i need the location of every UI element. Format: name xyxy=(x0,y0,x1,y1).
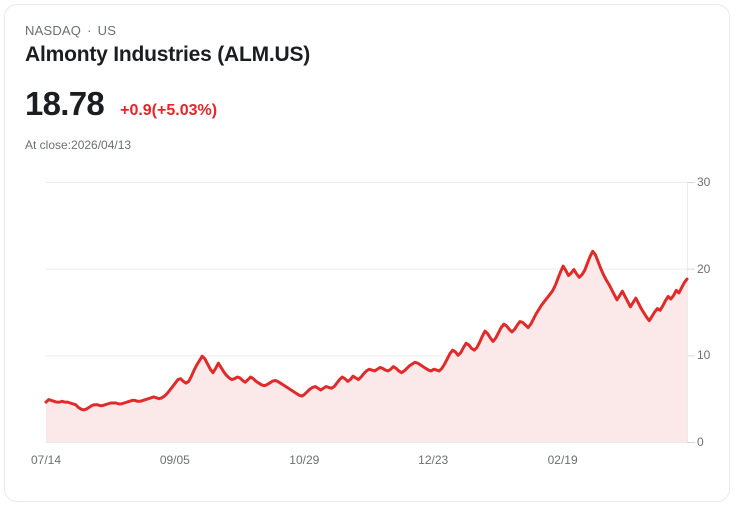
price-area-fill xyxy=(46,251,687,442)
x-axis-label: 07/14 xyxy=(30,453,62,467)
x-axis-label: 09/05 xyxy=(159,453,190,467)
quote-header: NASDAQ · US Almonty Industries (ALM.US) 18… xyxy=(25,23,625,153)
chart-gridlines xyxy=(46,182,695,443)
price-change: +0.9(+5.03%) xyxy=(120,102,218,119)
price-chart[interactable]: 0 10 20 30 07/14 09/05 10/29 12/23 02/19 xyxy=(5,165,729,485)
x-axis-label: 02/19 xyxy=(547,453,578,467)
market-status: At close:2026/04/13 xyxy=(25,138,132,152)
page-title: Almonty Industries (ALM.US) xyxy=(25,43,311,66)
stock-quote-card: NASDAQ · US Almonty Industries (ALM.US) 18… xyxy=(4,4,730,502)
y-axis-label: 20 xyxy=(697,261,711,276)
region-label: US xyxy=(97,23,117,38)
y-axis-label: 10 xyxy=(697,348,711,363)
price-row: 18.78 +0.9(+5.03%) xyxy=(25,86,625,122)
exchange-region-row: NASDAQ · US xyxy=(25,23,625,39)
x-axis-label: 12/23 xyxy=(418,453,449,467)
price-chart-svg xyxy=(44,182,695,443)
y-axis-label: 0 xyxy=(697,435,704,449)
exchange-label: NASDAQ xyxy=(25,23,82,38)
price-line xyxy=(44,249,689,412)
x-axis-label: 10/29 xyxy=(289,453,320,467)
last-price: 18.78 xyxy=(25,85,105,122)
separator-dot: · xyxy=(87,23,92,38)
y-axis-label: 30 xyxy=(697,175,711,189)
